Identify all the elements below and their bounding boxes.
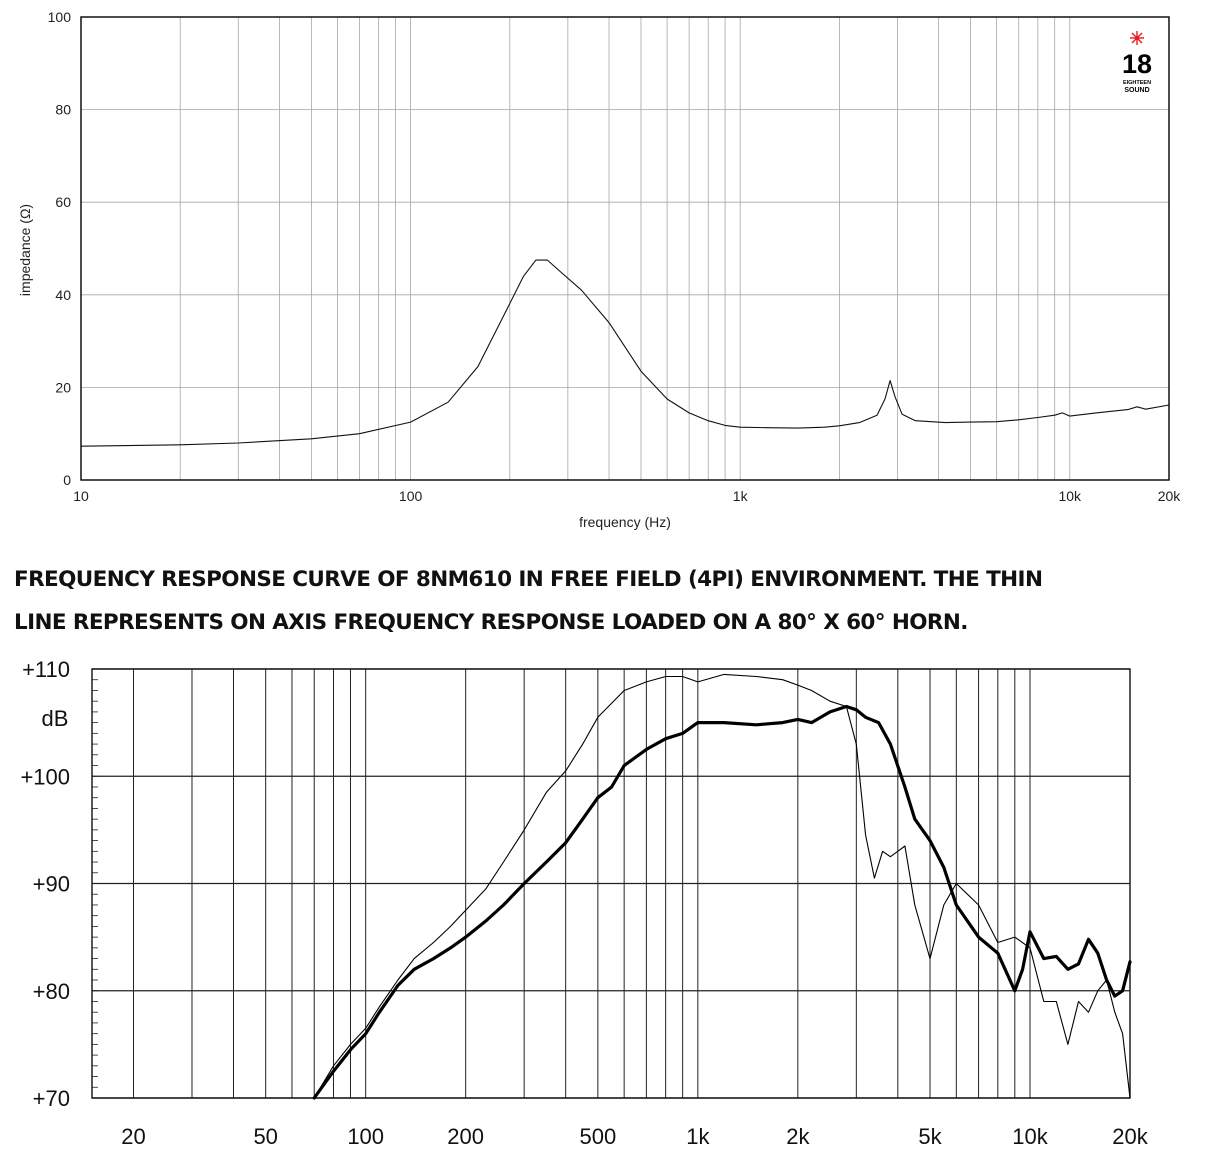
impedance-x-tick-label: 10 [73, 488, 89, 504]
spl-x-tick-label: 5k [918, 1124, 942, 1149]
spl-thick-series-line [312, 704, 1132, 1100]
impedance-x-tick-label: 100 [399, 488, 423, 504]
impedance-x-tick-label: 10k [1058, 488, 1082, 504]
spl-x-tick-label: 100 [347, 1124, 384, 1149]
star-icon [1130, 31, 1144, 45]
spl-chart: dB +70 +80 +90 +100 +110 20 50 100 200 500 1k 2k 5k 1… [20, 657, 1148, 1149]
spl-y-tick-label: +110 [22, 657, 70, 682]
impedance-y-tick-label: 60 [55, 194, 71, 210]
impedance-x-tick-label: 20k [1158, 488, 1182, 504]
spl-y-tick-label: +80 [33, 979, 70, 1004]
impedance-x-axis-label: frequency (Hz) [579, 514, 671, 530]
spl-x-tick-label: 50 [253, 1124, 277, 1149]
impedance-y-tick-label: 0 [63, 472, 71, 488]
impedance-y-tick-label: 40 [55, 287, 71, 303]
eighteen-sound-logo: 18 EIGHTEEN SOUND [1122, 31, 1152, 94]
impedance-x-tick-label: 1k [733, 488, 749, 504]
impedance-series-line [80, 259, 1170, 447]
spl-thin-series-line [313, 673, 1131, 1099]
spl-y-tick-label: +90 [33, 872, 70, 897]
impedance-y-tick-label: 20 [55, 379, 71, 395]
caption-line-1: FREQUENCY RESPONSE CURVE OF 8NM610 IN FR… [14, 567, 1043, 592]
impedance-y-tick-label: 100 [48, 9, 72, 25]
impedance-y-tick-label: 80 [55, 102, 71, 118]
impedance-plot-frame [80, 16, 1170, 481]
logo-text-line2: SOUND [1124, 87, 1149, 94]
spl-y-tick-label: +100 [20, 764, 70, 789]
spl-x-tick-label: 10k [1012, 1124, 1048, 1149]
spl-x-tick-label: 20k [1112, 1124, 1148, 1149]
impedance-chart: impedance (Ω) frequency (Hz) 0 20 40 60 80 10… [17, 9, 1181, 530]
frequency-response-caption: FREQUENCY RESPONSE CURVE OF 8NM610 IN FR… [14, 558, 1194, 644]
caption-line-2: LINE REPRESENTS ON AXIS FREQUENCY RESPON… [14, 610, 968, 635]
impedance-y-axis-label: impedance (Ω) [17, 204, 33, 296]
spl-x-tick-label: 20 [121, 1124, 145, 1149]
logo-text-line1: EIGHTEEN [1123, 80, 1151, 86]
spl-x-tick-label: 500 [579, 1124, 616, 1149]
spl-x-tick-label: 200 [447, 1124, 484, 1149]
spl-plot-frame [91, 668, 1131, 1099]
spl-x-tick-label: 1k [686, 1124, 710, 1149]
spl-x-tick-label: 2k [786, 1124, 810, 1149]
spl-y-tick-label: +70 [33, 1086, 70, 1111]
spl-y-unit-label: dB [42, 706, 69, 731]
logo-number: 18 [1122, 49, 1152, 79]
